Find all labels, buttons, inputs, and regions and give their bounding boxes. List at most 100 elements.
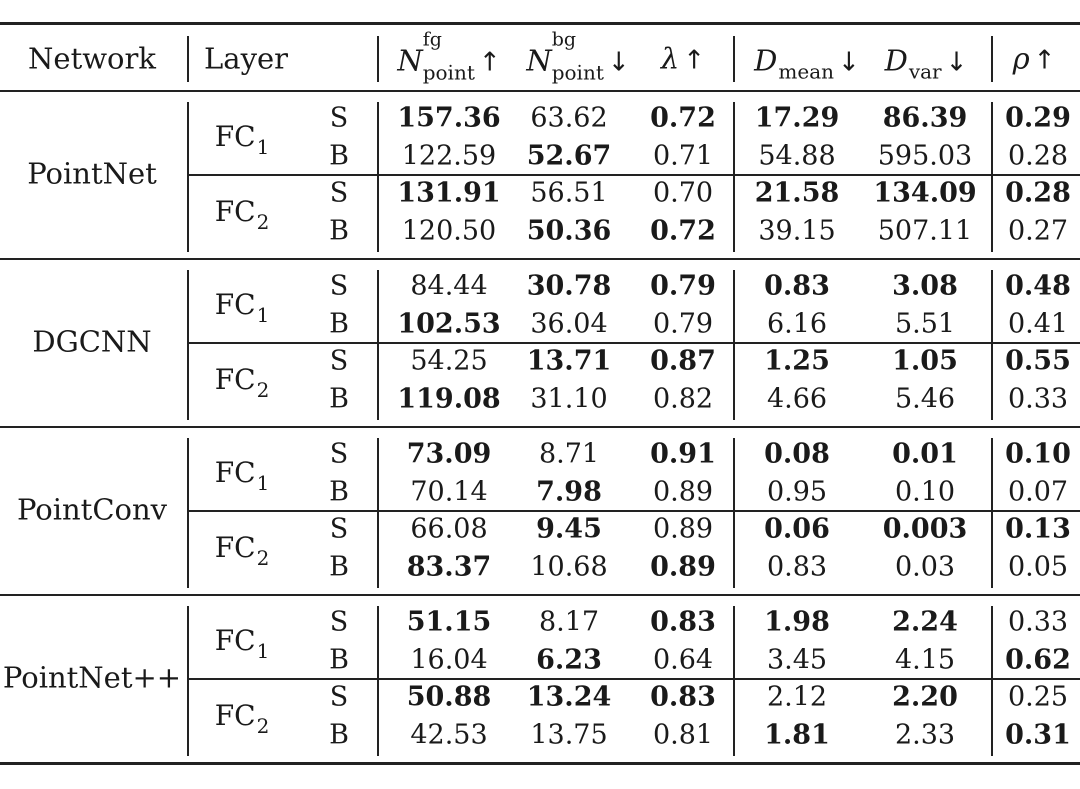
cell-d-mean: 1.98 [764, 606, 830, 638]
cell-rho: 0.25 [1007, 681, 1069, 713]
cell-d-var: 86.39 [882, 102, 968, 134]
cell-d-mean: 2.12 [766, 681, 828, 713]
cell-d-var: 0.03 [894, 551, 956, 583]
header-n-point-bg-sup: bg [551, 28, 577, 51]
cell-d-mean: 4.66 [766, 383, 828, 415]
layer-label: FC1 [215, 291, 270, 326]
cell-rho: 0.27 [1007, 215, 1069, 247]
cell-lambda: 0.82 [652, 383, 714, 415]
cell-d-var: 2.24 [892, 606, 958, 638]
cell-rho: 0.48 [1005, 270, 1071, 302]
cell-lambda: 0.70 [652, 177, 714, 209]
network-name: PointConv [16, 492, 168, 527]
row-type: B [329, 383, 349, 415]
cell-d-var: 4.15 [894, 644, 956, 676]
cell-rho: 0.55 [1005, 345, 1071, 377]
row-type: S [329, 270, 349, 302]
column-divider [991, 606, 993, 756]
cell-lambda: 0.83 [650, 681, 716, 713]
cell-d-mean: 1.81 [764, 719, 830, 751]
cell-n-point-bg: 13.71 [526, 345, 612, 377]
cell-lambda: 0.89 [650, 551, 716, 583]
cell-d-mean: 21.58 [754, 177, 840, 209]
cell-d-mean: 0.06 [764, 513, 830, 545]
column-divider [991, 270, 993, 420]
cell-lambda: 0.72 [650, 102, 716, 134]
cell-n-point-bg: 52.67 [526, 140, 612, 172]
cell-n-point-bg: 9.45 [536, 513, 602, 545]
layer-label-sub: 2 [256, 546, 270, 570]
header-rho: ρ ↑ [1013, 44, 1056, 76]
cell-d-mean: 0.08 [764, 438, 830, 470]
cell-d-var: 0.003 [882, 513, 968, 545]
cell-n-point-fg: 54.25 [410, 345, 488, 377]
cell-n-point-fg: 83.37 [406, 551, 492, 583]
group-rule [0, 594, 1080, 596]
cell-n-point-bg: 7.98 [536, 476, 602, 508]
column-divider [187, 606, 189, 756]
header-n-point-fg-base: N [397, 43, 423, 78]
layer-label: FC1 [215, 459, 270, 494]
column-divider [991, 36, 993, 82]
header-network: Network [28, 41, 156, 76]
header-d-var-sub: var [908, 59, 942, 84]
layer-label: FC2 [214, 699, 270, 737]
cell-rho: 0.29 [1005, 102, 1071, 134]
row-type: S [329, 513, 349, 545]
cell-n-point-bg: 50.36 [526, 215, 612, 247]
up-arrow-icon: ↑ [478, 47, 501, 78]
layer-label-sub: 1 [256, 639, 270, 663]
layer-label-sub: 1 [256, 471, 270, 495]
header-n-point-fg-sup: fg [422, 28, 442, 51]
cell-n-point-fg: 51.15 [406, 606, 492, 638]
row-type: B [329, 551, 349, 583]
column-divider [733, 270, 735, 420]
network-name: PointNet++ [2, 660, 182, 695]
cell-lambda: 0.81 [652, 719, 714, 751]
layer-rule [187, 678, 1080, 680]
layer-label: FC2 [215, 534, 270, 569]
cell-n-point-fg: 131.91 [397, 177, 501, 209]
header-lambda-base: λ [660, 41, 680, 76]
cell-n-point-bg: 10.68 [530, 551, 608, 583]
layer-label-base: FC [214, 195, 256, 228]
column-divider [377, 270, 379, 420]
cell-n-point-bg: 13.24 [526, 681, 612, 713]
column-divider [991, 102, 993, 252]
cell-n-point-bg: 31.10 [530, 383, 608, 415]
up-arrow-icon: ↑ [1033, 45, 1056, 76]
cell-d-var: 1.05 [892, 345, 958, 377]
cell-rho: 0.13 [1005, 513, 1071, 545]
layer-rule [187, 342, 1080, 344]
row-type: S [329, 438, 349, 470]
column-divider [187, 102, 189, 252]
row-type: B [329, 140, 349, 172]
layer-label-sub: 1 [256, 135, 270, 159]
layer-label-base: FC [214, 699, 256, 732]
layer-rule [187, 510, 1080, 512]
cell-lambda: 0.71 [652, 140, 714, 172]
cell-rho: 0.10 [1005, 438, 1071, 470]
cell-d-mean: 54.88 [758, 140, 836, 172]
layer-label-base: FC [214, 363, 256, 396]
cell-lambda: 0.79 [650, 270, 716, 302]
cell-rho: 0.31 [1005, 719, 1071, 751]
layer-rule [187, 174, 1080, 176]
column-divider [733, 438, 735, 588]
layer-label-base: FC [214, 624, 256, 657]
header-n-point-fg-scripts: fg point [423, 30, 475, 83]
header-lambda: λ ↑ [660, 41, 705, 76]
cell-n-point-fg: 16.04 [410, 644, 488, 676]
cell-n-point-bg: 8.17 [538, 606, 600, 638]
cell-rho: 0.28 [1005, 177, 1071, 209]
header-n-point-bg-scripts: bg point [552, 30, 604, 83]
row-type: S [329, 177, 349, 209]
cell-n-point-fg: 122.59 [401, 140, 497, 172]
cell-rho: 0.33 [1007, 606, 1069, 638]
cell-d-var: 134.09 [873, 177, 977, 209]
cell-n-point-fg: 120.50 [401, 215, 497, 247]
cell-lambda: 0.91 [650, 438, 716, 470]
header-n-point-bg-base: N [526, 43, 552, 78]
column-divider [187, 270, 189, 420]
